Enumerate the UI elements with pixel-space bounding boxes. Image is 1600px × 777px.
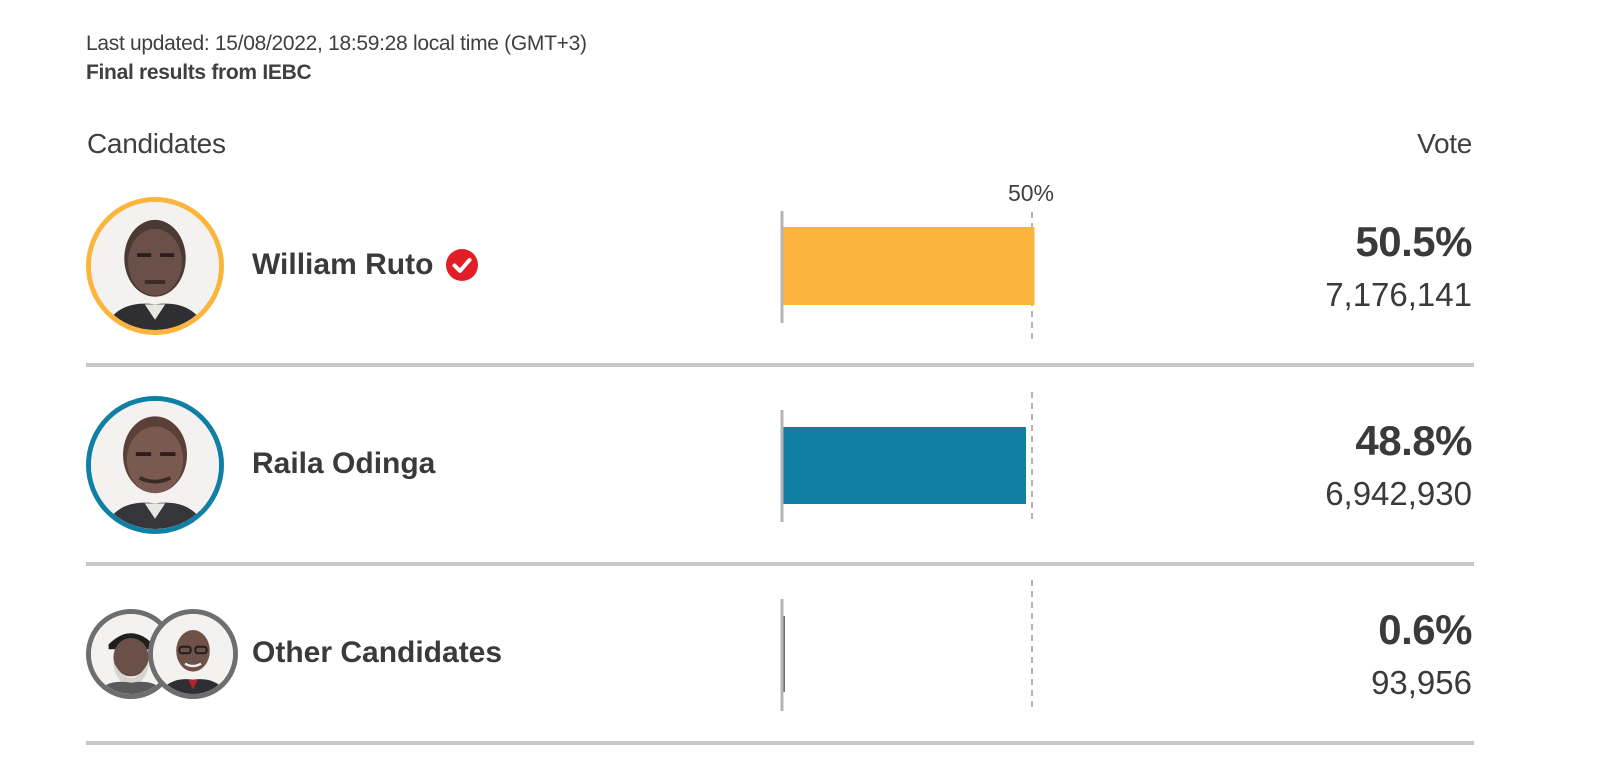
vote-count-odinga: 6,942,930 xyxy=(1325,475,1472,512)
row-divider xyxy=(86,562,1474,566)
last-updated: Last updated: 15/08/2022, 18:59:28 local… xyxy=(86,32,587,55)
results-source: Final results from IEBC xyxy=(86,61,312,84)
avatar-ruto xyxy=(86,197,224,335)
vote-count-ruto: 7,176,141 xyxy=(1325,276,1472,313)
person-photo-icon xyxy=(91,401,219,529)
results-header: Last updated: 15/08/2022, 18:59:28 local… xyxy=(86,30,587,88)
candidates-column-header: Candidates xyxy=(87,128,226,159)
vote-count-others: 93,956 xyxy=(1371,664,1472,701)
vote-share-ruto: 50.5% xyxy=(1355,218,1472,265)
avatar-other-2 xyxy=(148,609,238,699)
person-photo-icon xyxy=(153,614,233,694)
check-circle-icon xyxy=(446,249,479,281)
reference-line-label: 50% xyxy=(1007,180,1055,206)
candidate-name-ruto: William Ruto xyxy=(252,248,479,282)
candidate-name-others: Other Candidates xyxy=(252,636,503,669)
row-divider xyxy=(86,741,1474,745)
person-photo-icon xyxy=(91,202,219,330)
vote-share-odinga: 48.8% xyxy=(1355,417,1472,464)
bar-others xyxy=(782,616,785,692)
bar-odinga xyxy=(782,427,1026,504)
row-divider xyxy=(86,363,1474,367)
candidate-name-odinga: Raila Odinga xyxy=(252,447,436,480)
vote-share-others: 0.6% xyxy=(1378,606,1472,653)
vote-column-header: Vote xyxy=(1417,128,1472,159)
avatar-odinga xyxy=(86,396,224,534)
bar-ruto xyxy=(782,227,1035,305)
